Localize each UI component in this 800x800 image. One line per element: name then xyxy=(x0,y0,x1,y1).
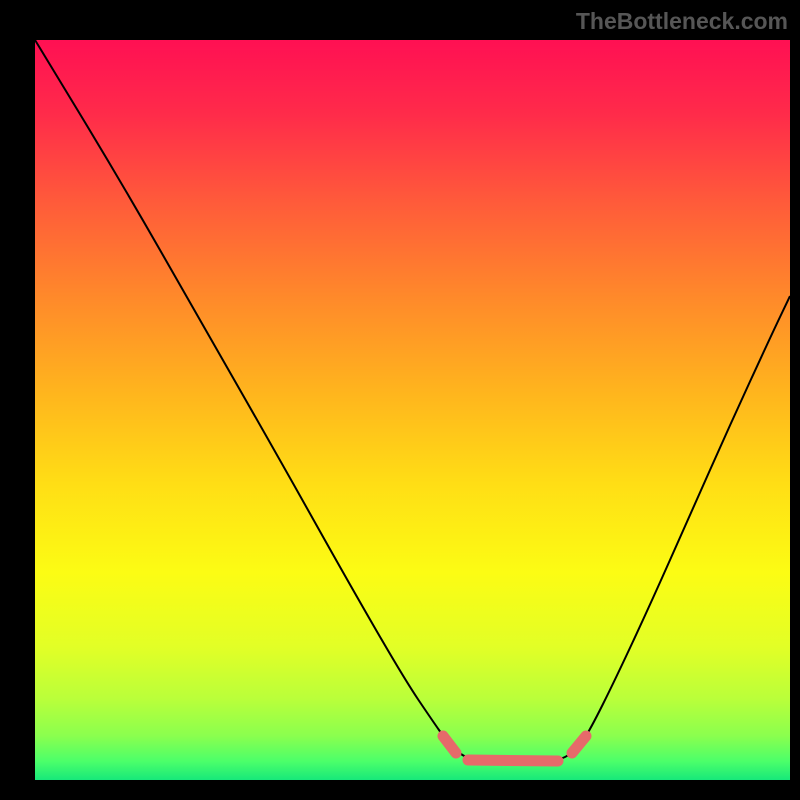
brand-watermark: TheBottleneck.com xyxy=(576,8,788,35)
optimal-range-highlight-1 xyxy=(468,760,558,761)
chart-container: TheBottleneck.com xyxy=(0,0,800,800)
gradient-background xyxy=(35,40,790,780)
chart-svg xyxy=(35,40,790,780)
plot-area xyxy=(35,40,790,780)
